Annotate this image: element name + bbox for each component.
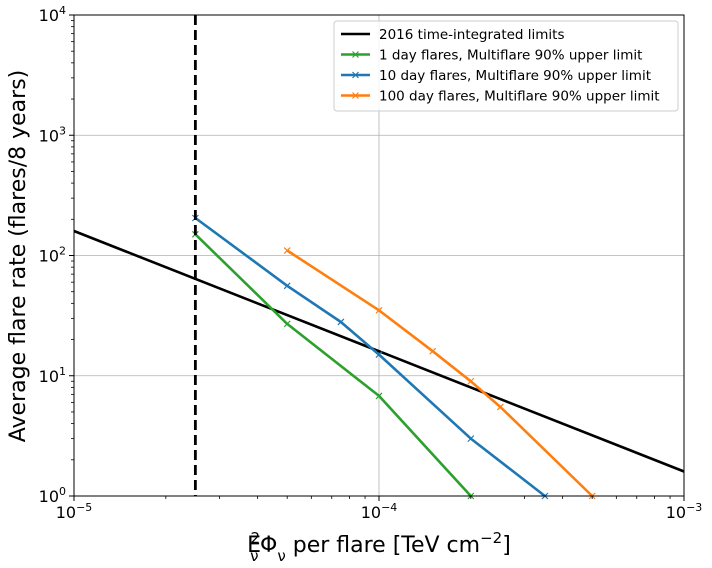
series-line — [194, 216, 546, 498]
data-point — [375, 306, 383, 314]
data-point — [283, 247, 291, 254]
data-point — [467, 435, 475, 443]
data-point — [496, 403, 504, 411]
series-line — [73, 229, 685, 473]
legend-entry: 10 day flares, Multiflare 90% upper limi… — [341, 68, 651, 84]
data-point — [283, 320, 291, 328]
y-tick-label: 103 — [39, 124, 66, 145]
legend: 2016 time-integrated limits 1 day flares,… — [333, 20, 679, 112]
x-tick-label: 10−3 — [666, 501, 703, 522]
legend-entry: 100 day flares, Multiflare 90% upper lim… — [341, 89, 660, 105]
plot-lines — [73, 214, 685, 500]
data-point — [337, 318, 345, 326]
series-line — [286, 249, 594, 497]
legend-marker — [352, 92, 359, 99]
data-point — [375, 351, 383, 358]
data-point — [283, 282, 291, 290]
legend-label: 1 day flares, Multiflare 90% upper limit — [379, 48, 642, 64]
y-tick-label: 101 — [39, 365, 66, 386]
data-point — [429, 347, 437, 355]
data-point — [467, 377, 475, 385]
data-point — [375, 392, 383, 400]
series-line — [194, 233, 472, 497]
legend-label: 10 day flares, Multiflare 90% upper limi… — [379, 68, 651, 84]
legend-marker — [352, 51, 359, 58]
series-3 — [191, 214, 549, 500]
x-tick-label: 10−4 — [361, 501, 398, 522]
legend-entry: 2016 time-integrated limits — [341, 27, 565, 43]
legend-label: 2016 time-integrated limits — [379, 27, 565, 43]
series-2 — [191, 230, 475, 500]
legend-entry: 1 day flares, Multiflare 90% upper limit — [341, 48, 642, 64]
x-axis-label: Eν2Φν per flare [TeV cm−2] — [247, 529, 511, 565]
y-tick-label: 102 — [39, 245, 66, 266]
legend-box — [333, 20, 679, 112]
x-tick-label: 10−5 — [56, 501, 93, 522]
series-4 — [283, 247, 596, 500]
y-tick-label: 100 — [39, 485, 66, 506]
y-axis-label: Average flare rate (flares/8 years) — [6, 70, 31, 442]
y-tick-label: 104 — [39, 4, 66, 25]
axis-ticks: 10−5 10−4 10−3 100 101 102 103 104 — [39, 4, 703, 522]
legend-marker — [352, 71, 359, 79]
legend-label: 100 day flares, Multiflare 90% upper lim… — [379, 89, 660, 105]
series-1 — [73, 229, 685, 473]
